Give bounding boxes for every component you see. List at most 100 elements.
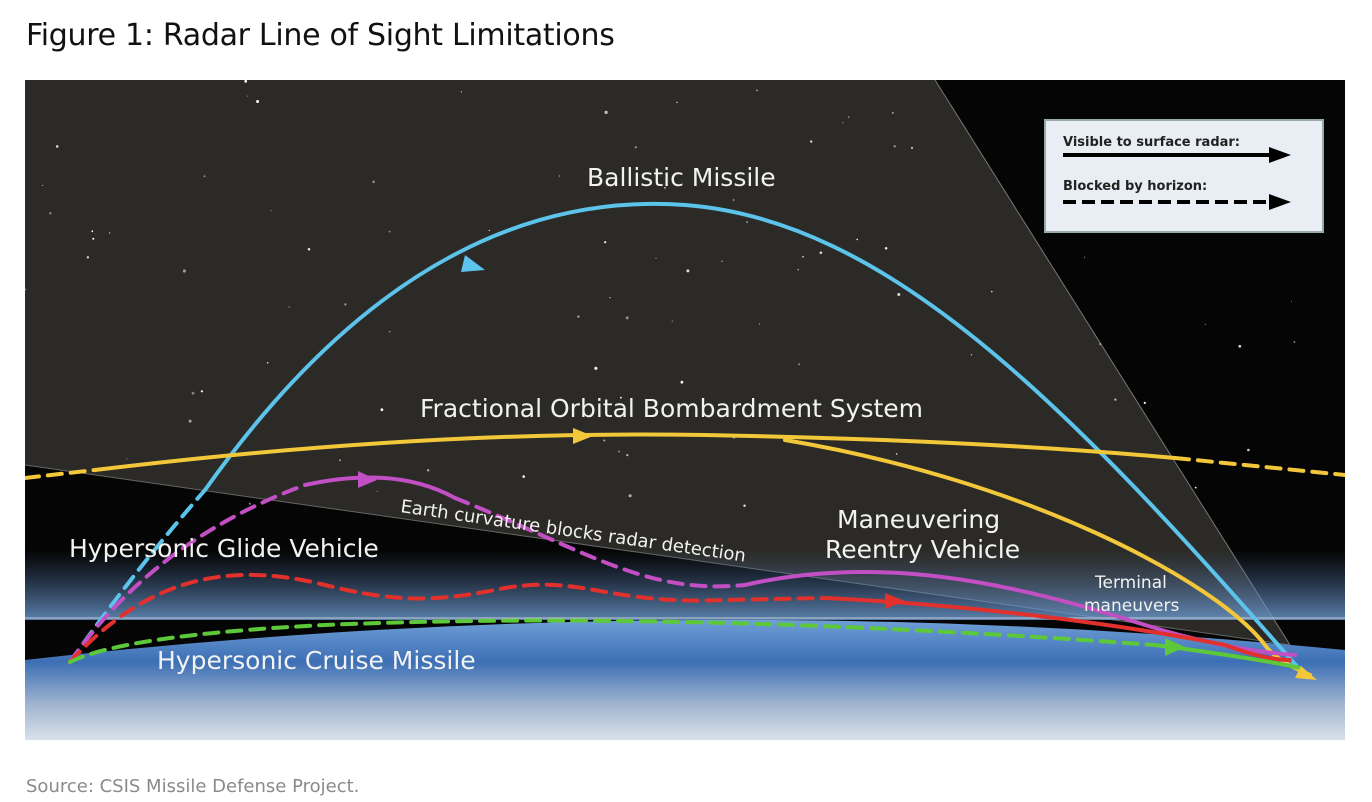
star <box>42 184 44 187</box>
star <box>256 100 260 103</box>
star <box>891 111 894 114</box>
star <box>634 146 637 149</box>
star <box>842 122 844 124</box>
fobs-end-arrowhead <box>1295 666 1317 680</box>
star <box>427 469 430 472</box>
star <box>108 232 111 234</box>
star <box>604 110 608 114</box>
legend-visible-label: Visible to surface radar: <box>1063 135 1240 150</box>
star <box>798 363 801 366</box>
label-marv-line1: Maneuvering <box>837 505 1000 534</box>
fobs-dashed-left <box>25 468 97 480</box>
radar-diagram: Ballistic Missile Fractional Orbital Bom… <box>25 80 1345 740</box>
star <box>758 323 761 325</box>
star <box>756 89 758 92</box>
hgv-arrowhead <box>885 593 905 609</box>
star <box>55 145 59 148</box>
star <box>388 230 391 233</box>
label-hcm: Hypersonic Cruise Missile <box>157 646 476 675</box>
fobs-descent-path <box>783 438 1312 677</box>
star <box>460 91 462 93</box>
star <box>1194 486 1197 489</box>
star <box>247 95 249 97</box>
star <box>810 140 813 143</box>
label-terminal-line2: maneuvers <box>1084 596 1179 616</box>
legend-solid-arrowhead <box>1269 147 1291 163</box>
star <box>991 290 993 293</box>
star <box>200 390 203 393</box>
star <box>307 247 311 251</box>
figure-title: Figure 1: Radar Line of Sight Limitation… <box>26 18 615 53</box>
star <box>910 146 914 149</box>
label-hgv: Hypersonic Glide Vehicle <box>69 534 379 563</box>
marv-path <box>303 475 457 500</box>
star <box>664 186 666 189</box>
star <box>191 391 195 395</box>
legend-blocked-label: Blocked by horizon: <box>1063 179 1207 194</box>
star <box>655 257 657 259</box>
star <box>270 210 272 212</box>
star <box>288 306 291 308</box>
star <box>488 229 490 232</box>
star <box>91 230 94 233</box>
star <box>671 320 673 322</box>
star <box>1114 398 1117 401</box>
hgv-path <box>823 596 1292 662</box>
star <box>376 490 378 492</box>
star <box>897 293 901 296</box>
fobs-arrowhead <box>573 428 593 444</box>
star <box>625 316 629 320</box>
label-marv-line2: Reentry Vehicle <box>825 535 1020 564</box>
star <box>86 256 90 259</box>
star <box>970 354 973 356</box>
star <box>1293 341 1296 343</box>
star <box>182 269 186 273</box>
hgv-dashed-path <box>68 572 827 664</box>
star <box>746 221 748 223</box>
fobs-dashed-right <box>1173 456 1345 477</box>
radar-coverage-cone <box>25 80 1290 645</box>
star <box>522 475 525 478</box>
star <box>266 362 269 364</box>
star <box>676 101 678 104</box>
star <box>628 494 632 498</box>
star <box>1204 323 1206 325</box>
star <box>1291 300 1292 302</box>
star <box>609 297 611 299</box>
star <box>558 175 561 177</box>
star <box>92 237 95 240</box>
ballistic-missile-path <box>203 201 1302 672</box>
star <box>1099 343 1102 346</box>
star <box>856 238 858 241</box>
star <box>797 269 799 271</box>
fobs-path <box>93 432 1177 472</box>
marv-arrowhead <box>358 471 377 488</box>
hcm-dashed-path <box>68 618 1157 664</box>
star <box>603 439 606 442</box>
star <box>743 504 746 507</box>
star <box>372 180 375 184</box>
ballistic-arrowhead <box>461 255 485 272</box>
star <box>244 80 248 83</box>
star <box>732 199 735 201</box>
star <box>594 366 598 370</box>
star <box>721 260 723 262</box>
star <box>248 502 251 505</box>
star <box>893 145 896 148</box>
star <box>847 116 850 118</box>
star <box>802 255 804 258</box>
label-ballistic-missile: Ballistic Missile <box>587 163 776 192</box>
star <box>895 453 898 455</box>
star <box>25 288 27 291</box>
marv-dashed-mid <box>453 496 747 589</box>
star <box>620 396 622 399</box>
star <box>617 450 620 453</box>
star <box>819 251 823 254</box>
legend: Visible to surface radar: Blocked by hor… <box>1044 119 1324 233</box>
star <box>380 408 384 412</box>
legend-dashed-arrowhead <box>1269 194 1291 210</box>
star <box>1247 448 1250 452</box>
star <box>604 241 607 244</box>
star <box>1143 401 1146 404</box>
marv-dashed-start <box>68 483 307 664</box>
